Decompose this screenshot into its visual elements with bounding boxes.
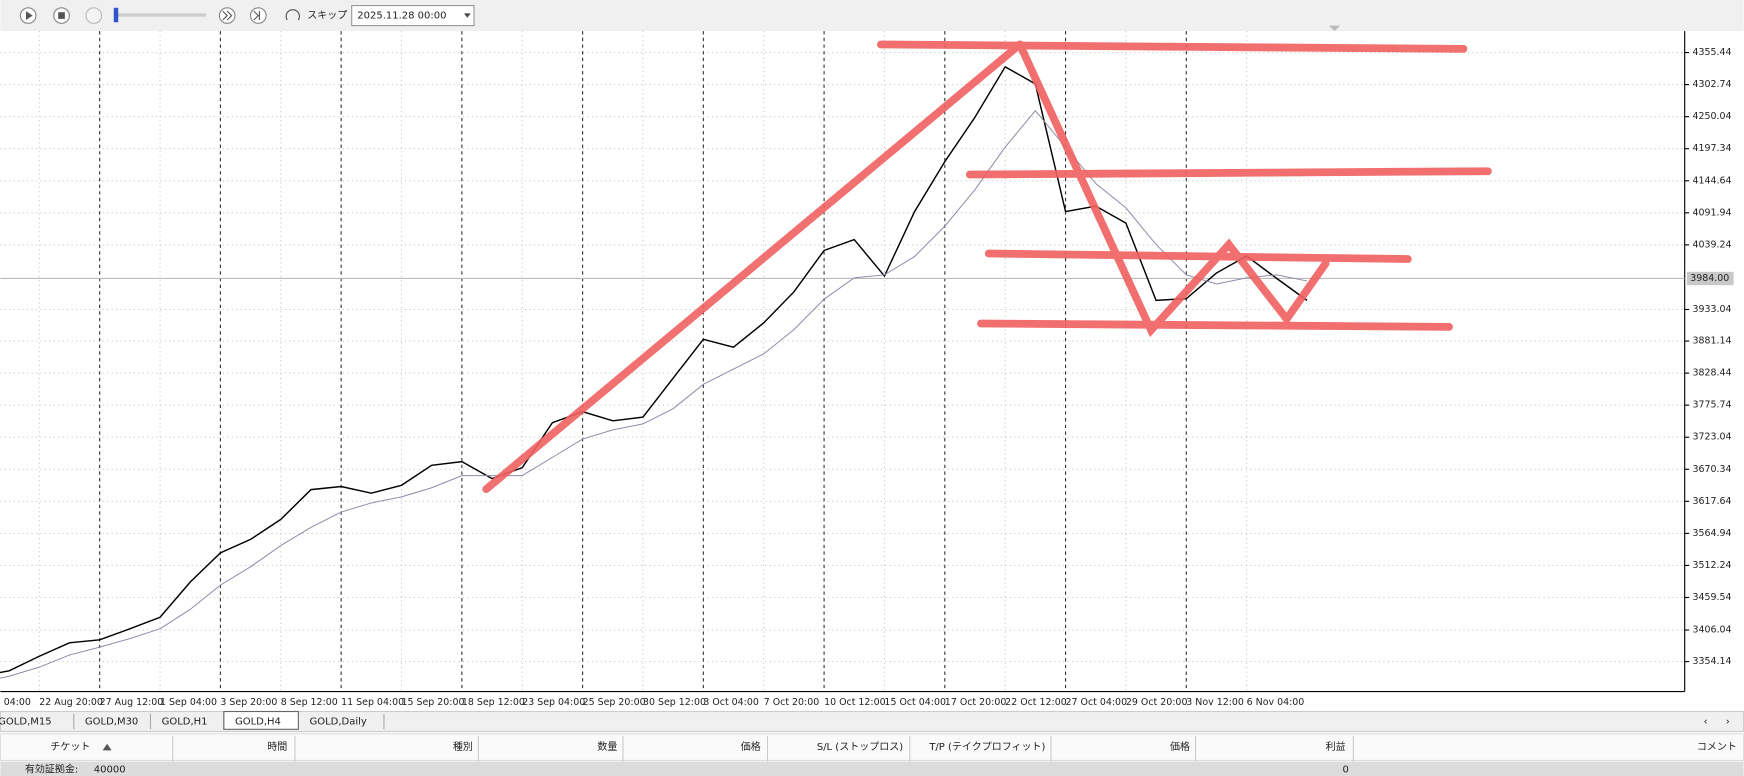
x-tick-label: 22 Aug 20:00 (39, 697, 103, 708)
x-tick-label: 27 Aug 12:00 (100, 697, 164, 708)
plot: 4355.44 4302.74 4250.04 4197.34 4144.64 4091.… (0, 31, 1734, 708)
y-tick-label: 3564.94 (1692, 528, 1731, 539)
x-tick-label: 3 Nov 12:00 (1186, 697, 1244, 708)
x-tick-label: 30 Sep 12:00 (643, 697, 706, 708)
x-tick-label: 17 Oct 20:00 (945, 697, 1007, 708)
column-header[interactable]: チケット (50, 741, 90, 753)
tab-scroll-left[interactable]: ‹ (1704, 717, 1708, 728)
y-tick-label: 4250.04 (1692, 111, 1731, 122)
tab[interactable]: GOLD,M30 (85, 717, 138, 728)
column-header[interactable]: 価格 (1170, 740, 1190, 753)
y-tick-label: 4039.24 (1692, 239, 1731, 250)
horizontal-line (984, 249, 1412, 263)
tab-scroll-right[interactable]: › (1726, 717, 1730, 728)
y-tick-label: 3459.54 (1692, 592, 1731, 603)
current-price-label: 3984.00 (1690, 273, 1729, 284)
y-tick-label: 3933.04 (1692, 304, 1731, 315)
y-tick-label: 3881.14 (1692, 336, 1731, 347)
speed-slider[interactable] (113, 13, 207, 17)
column-header[interactable]: 種別 (453, 740, 473, 753)
column-header[interactable]: 利益 (1326, 740, 1346, 753)
active-tab[interactable] (223, 710, 299, 730)
column-header[interactable]: コメント (1697, 742, 1737, 753)
slider-thumb[interactable] (113, 7, 119, 23)
trend-line (1015, 40, 1330, 338)
column-header[interactable]: 時間 (267, 741, 287, 753)
y-tick-label: 3723.04 (1692, 432, 1731, 443)
y-tick-label: 3670.34 (1692, 464, 1731, 475)
x-tick-label: 22 Oct 12:00 (1005, 697, 1067, 708)
step-button[interactable] (85, 7, 103, 24)
balance-row (0, 761, 1744, 776)
y-tick-label: 3354.14 (1692, 656, 1731, 667)
current-price-box (1686, 271, 1734, 286)
column-header[interactable]: 数量 (597, 740, 617, 753)
shift-marker (1328, 25, 1341, 32)
date-input[interactable]: 2025.11.28 00:00 (357, 11, 446, 22)
date-dropdown[interactable] (463, 13, 471, 18)
horizontal-line (965, 167, 1492, 179)
price-line (0, 65, 1308, 674)
x-tick-label: 8 Sep 12:00 (281, 697, 338, 708)
end-icon (253, 10, 260, 21)
stop-icon (58, 12, 65, 19)
trend-line (482, 40, 1024, 494)
x-tick-label: 10 Oct 12:00 (824, 697, 886, 708)
forward-icon (222, 10, 233, 21)
terminal-columns: チケット 時間 種別 数量 価格 S/L (ストップロス) T/P (テイクプロフィット) 価… (50, 735, 1737, 776)
y-tick-label: 3406.04 (1692, 625, 1731, 636)
column-header[interactable]: T/P (テイクプロフィット) (928, 741, 1045, 753)
x-tick-label: 23 Sep 04:00 (522, 697, 585, 708)
x-tick-label: 1 Sep 04:00 (160, 697, 217, 708)
horizontal-line (977, 319, 1453, 331)
y-tick-label: 4144.64 (1692, 175, 1731, 186)
x-tick-label: 04:00 (4, 697, 31, 708)
profit-value: 0 (1343, 764, 1349, 775)
y-tick-label: 4091.94 (1692, 207, 1731, 218)
x-tick-label: 7 Oct 20:00 (764, 697, 820, 708)
terminal-header (0, 733, 1744, 761)
x-tick-label: 25 Sep 20:00 (583, 697, 646, 708)
y-tick-label: 3775.74 (1692, 400, 1731, 411)
x-tick-label: 11 Sep 04:00 (341, 697, 404, 708)
balance-value: 40000 (94, 764, 126, 775)
y-tick-label: 3617.64 (1692, 496, 1731, 507)
x-tick-label: 18 Sep 12:00 (462, 697, 525, 708)
tabs: GOLD,M15 GOLD,M30 GOLD,H1 GOLD,H4 GOLD,Daily (0, 710, 385, 730)
toolbar (0, 0, 1744, 32)
x-tick-label: 3 Sep 20:00 (220, 697, 277, 708)
date-box[interactable] (351, 5, 475, 27)
column-header[interactable]: S/L (ストップロス) (817, 741, 903, 753)
skip-icon (285, 9, 300, 21)
horizontal-line (877, 40, 1468, 53)
balance-label: 有効証拠金: (25, 762, 78, 775)
y-tick-label: 4197.34 (1692, 143, 1731, 154)
x-tick-label: 29 Oct 20:00 (1126, 697, 1188, 708)
column-header[interactable]: 価格 (741, 740, 761, 753)
y-tick-label: 4302.74 (1692, 79, 1731, 90)
chart-area (0, 31, 1744, 712)
y-tick-label: 3512.24 (1692, 560, 1731, 571)
y-tick-label: 4355.44 (1692, 47, 1731, 58)
y-tick-label: 3828.44 (1692, 368, 1731, 379)
x-tick-label: 15 Sep 20:00 (402, 697, 465, 708)
tab[interactable]: GOLD,H4 (235, 717, 281, 728)
trend-drawings (482, 40, 1492, 494)
x-tick-label: 15 Oct 04:00 (884, 697, 946, 708)
tab[interactable]: GOLD,M15 (0, 717, 52, 728)
skip-button[interactable]: スキップ (307, 10, 347, 22)
x-tick-label: 3 Oct 04:00 (703, 697, 759, 708)
tab[interactable]: GOLD,Daily (309, 717, 366, 728)
play-icon (25, 11, 33, 21)
x-tick-label: 27 Oct 04:00 (1066, 697, 1128, 708)
sort-arrow (102, 743, 112, 751)
tab[interactable]: GOLD,H1 (162, 717, 208, 728)
x-tick-label: 6 Nov 04:00 (1247, 697, 1305, 708)
